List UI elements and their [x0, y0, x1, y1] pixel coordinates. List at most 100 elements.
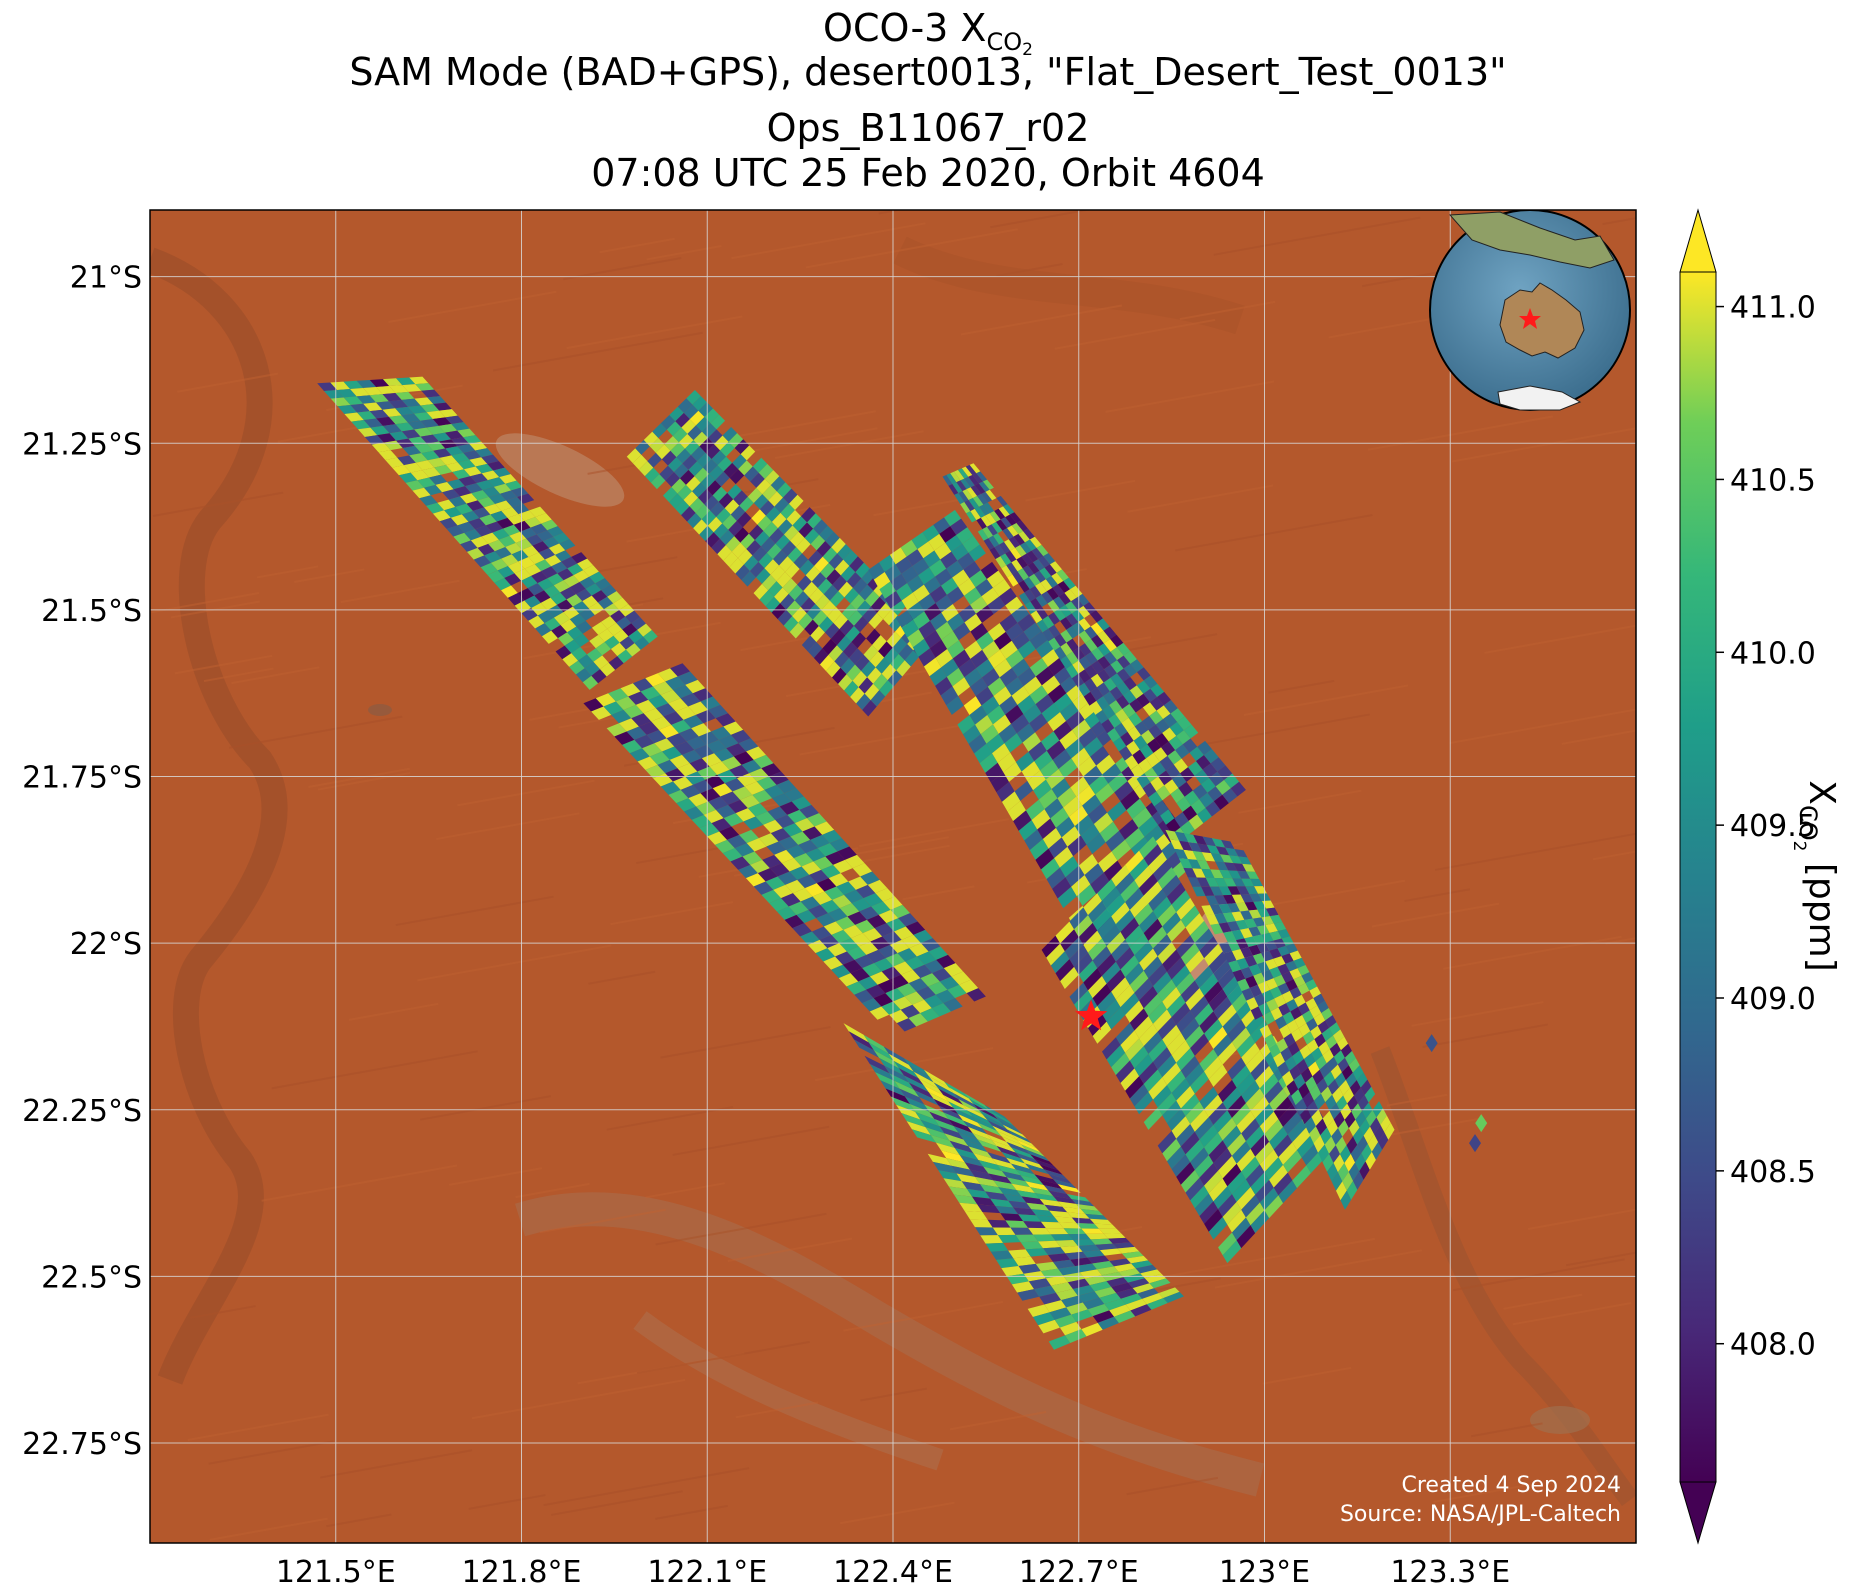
xco2-pixel: [1011, 658, 1030, 678]
xco2-pixel: [528, 615, 545, 629]
xco2-pixel: [1333, 1050, 1345, 1065]
xco2-pixel: [1030, 1154, 1054, 1166]
xco2-pixel: [996, 495, 1008, 507]
xco2-pixel: [493, 467, 511, 478]
xco2-pixel: [789, 622, 805, 639]
xco2-pixel: [1016, 1139, 1041, 1153]
xco2-pixel: [1305, 979, 1318, 991]
xco2-pixel: [1222, 1125, 1242, 1149]
xco2-pixel: [819, 654, 835, 672]
xco2-pixel: [942, 474, 953, 486]
xco2-pixel: [935, 568, 953, 586]
xco2-pixel: [716, 508, 731, 524]
xco2-pixel: [1143, 918, 1163, 941]
xco2-pixel: [1154, 732, 1169, 748]
xco2-pixel: [1343, 1087, 1354, 1104]
xco2-pixel: [829, 591, 845, 607]
xco2-pixel: [924, 1104, 949, 1120]
xco2-pixel: [619, 636, 635, 650]
xco2-pixel: [420, 434, 440, 444]
xco2-pixel: [1160, 809, 1175, 825]
xco2-pixel: [628, 629, 644, 644]
xco2-pixel: [906, 1121, 931, 1135]
xco2-pixel: [972, 495, 984, 507]
xco2-pixel: [1048, 1335, 1071, 1350]
xco2-pixel: [369, 394, 389, 403]
xco2-pixel: [698, 488, 713, 505]
xco2-pixel: [1194, 1193, 1214, 1217]
xco2-pixel: [677, 763, 698, 777]
xco2-pixel: [1017, 667, 1036, 687]
xco2-pixel: [1139, 1023, 1158, 1047]
xco2-pixel: [1355, 1153, 1366, 1172]
xco2-pixel: [1309, 1126, 1321, 1144]
xco2-pixel: [1006, 1157, 1030, 1169]
xco2-pixel: [826, 569, 841, 585]
xco2-pixel: [964, 587, 982, 605]
colorbar-extend-top: [1679, 208, 1717, 273]
xco2-pixel: [952, 677, 971, 696]
xco2-pixel: [1293, 975, 1306, 988]
xco2-pixel: [560, 619, 577, 633]
xco2-pixel: [1281, 953, 1294, 964]
xco2-pixel: [1050, 1234, 1074, 1241]
xco2-pixel: [1097, 878, 1116, 901]
xco2-pixel: [744, 466, 759, 482]
xco2-pixel: [1043, 553, 1056, 565]
xco2-pixel: [1023, 577, 1036, 590]
xco2-pixel: [969, 570, 987, 588]
xco2-pixel: [718, 734, 739, 749]
xco2-pixel: [970, 649, 989, 669]
xco2-pixel: [974, 1176, 999, 1188]
xco2-pixel: [1278, 1180, 1298, 1204]
xco2-pixel: [723, 813, 744, 827]
xco2-pixel: [1055, 921, 1075, 944]
xco2-pixel: [734, 843, 755, 857]
xco2-pixel: [389, 431, 409, 441]
xco2-pixel: [692, 396, 707, 411]
xco2-pixel: [426, 410, 446, 420]
xco2-pixel: [849, 556, 864, 573]
xco2-pixel: [989, 547, 1001, 560]
xco2-pixel: [1128, 1278, 1150, 1289]
xco2-pixel: [918, 648, 936, 667]
xco2-pixel: [1333, 1154, 1345, 1173]
xco2-pixel: [1007, 525, 1019, 537]
xco2-pixel: [810, 625, 825, 642]
xco2-pixel: [1048, 637, 1061, 651]
xco2-pixel: [886, 631, 902, 648]
xco2-pixel: [1044, 1300, 1067, 1313]
xco2-pixel: [929, 639, 948, 658]
xco2-pixel: [948, 1119, 973, 1134]
xco2-pixel: [676, 798, 697, 812]
xco2-pixel: [432, 432, 452, 442]
credit-source: Source: NASA/JPL-Caltech: [1340, 1502, 1621, 1527]
xco2-pixel: [920, 973, 940, 987]
xco2-pixel: [707, 831, 728, 845]
xco2-pixel: [1123, 651, 1137, 664]
xco2-pixel: [524, 595, 541, 609]
xco2-pixel: [993, 1180, 1017, 1191]
xco2-pixel: [415, 383, 435, 391]
xco2-pixel: [890, 573, 908, 592]
xco2-pixel: [728, 520, 743, 537]
xco2-pixel: [584, 661, 601, 676]
xco2-pixel: [729, 558, 744, 574]
xco2-pixel: [544, 617, 561, 631]
xco2-pixel: [471, 490, 489, 501]
xco2-pixel: [569, 581, 586, 595]
xco2-pixel: [950, 471, 961, 483]
xco2-pixel: [747, 803, 768, 817]
xco2-pixel: [975, 686, 994, 706]
xco2-pixel: [822, 638, 837, 655]
xco2-pixel: [614, 731, 635, 745]
xco2-pixel: [1115, 872, 1135, 895]
xco2-pixel: [709, 761, 730, 775]
xco2-pixel: [1229, 855, 1243, 864]
xco2-pixel: [1153, 934, 1172, 957]
xco2-pixel: [1030, 610, 1043, 624]
xco2-pixel: [1213, 1110, 1232, 1133]
xco2-pixel: [748, 524, 764, 540]
xco2-pixel: [996, 781, 1015, 802]
xco2-pixel: [969, 1219, 993, 1228]
